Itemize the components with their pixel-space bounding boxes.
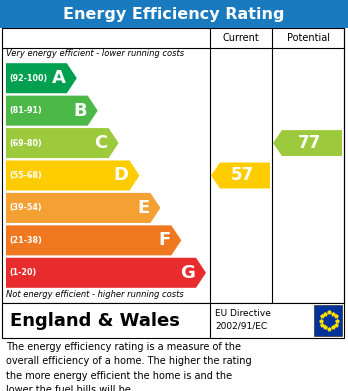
Bar — [314, 305, 342, 336]
Polygon shape — [6, 160, 140, 190]
Text: 57: 57 — [231, 167, 254, 185]
Text: (55-68): (55-68) — [9, 171, 42, 180]
Polygon shape — [6, 193, 160, 223]
Text: (92-100): (92-100) — [9, 74, 47, 83]
Polygon shape — [6, 96, 98, 126]
Text: England & Wales: England & Wales — [10, 312, 180, 330]
Text: (81-91): (81-91) — [9, 106, 42, 115]
Bar — [2, 28, 344, 303]
Text: D: D — [113, 167, 128, 185]
Bar — [2, 303, 344, 338]
Bar — [0, 0, 348, 28]
Text: B: B — [73, 102, 87, 120]
Polygon shape — [6, 225, 181, 255]
Text: Very energy efficient - lower running costs: Very energy efficient - lower running co… — [6, 49, 184, 58]
Text: EU Directive
2002/91/EC: EU Directive 2002/91/EC — [215, 309, 271, 330]
Text: (1-20): (1-20) — [9, 268, 36, 277]
Text: G: G — [180, 264, 195, 282]
Text: (39-54): (39-54) — [9, 203, 42, 212]
Polygon shape — [273, 130, 342, 156]
Text: 77: 77 — [298, 134, 321, 152]
Text: (69-80): (69-80) — [9, 138, 42, 147]
Text: C: C — [94, 134, 108, 152]
Text: F: F — [158, 231, 170, 249]
Polygon shape — [6, 63, 77, 93]
Text: Current: Current — [223, 33, 259, 43]
Text: A: A — [52, 69, 66, 87]
Text: (21-38): (21-38) — [9, 236, 42, 245]
Text: Energy Efficiency Rating: Energy Efficiency Rating — [63, 7, 285, 22]
Polygon shape — [211, 163, 270, 188]
Text: Potential: Potential — [286, 33, 330, 43]
Polygon shape — [6, 128, 119, 158]
Text: Not energy efficient - higher running costs: Not energy efficient - higher running co… — [6, 290, 184, 299]
Polygon shape — [6, 258, 206, 288]
Text: E: E — [137, 199, 149, 217]
Text: The energy efficiency rating is a measure of the
overall efficiency of a home. T: The energy efficiency rating is a measur… — [6, 342, 252, 391]
